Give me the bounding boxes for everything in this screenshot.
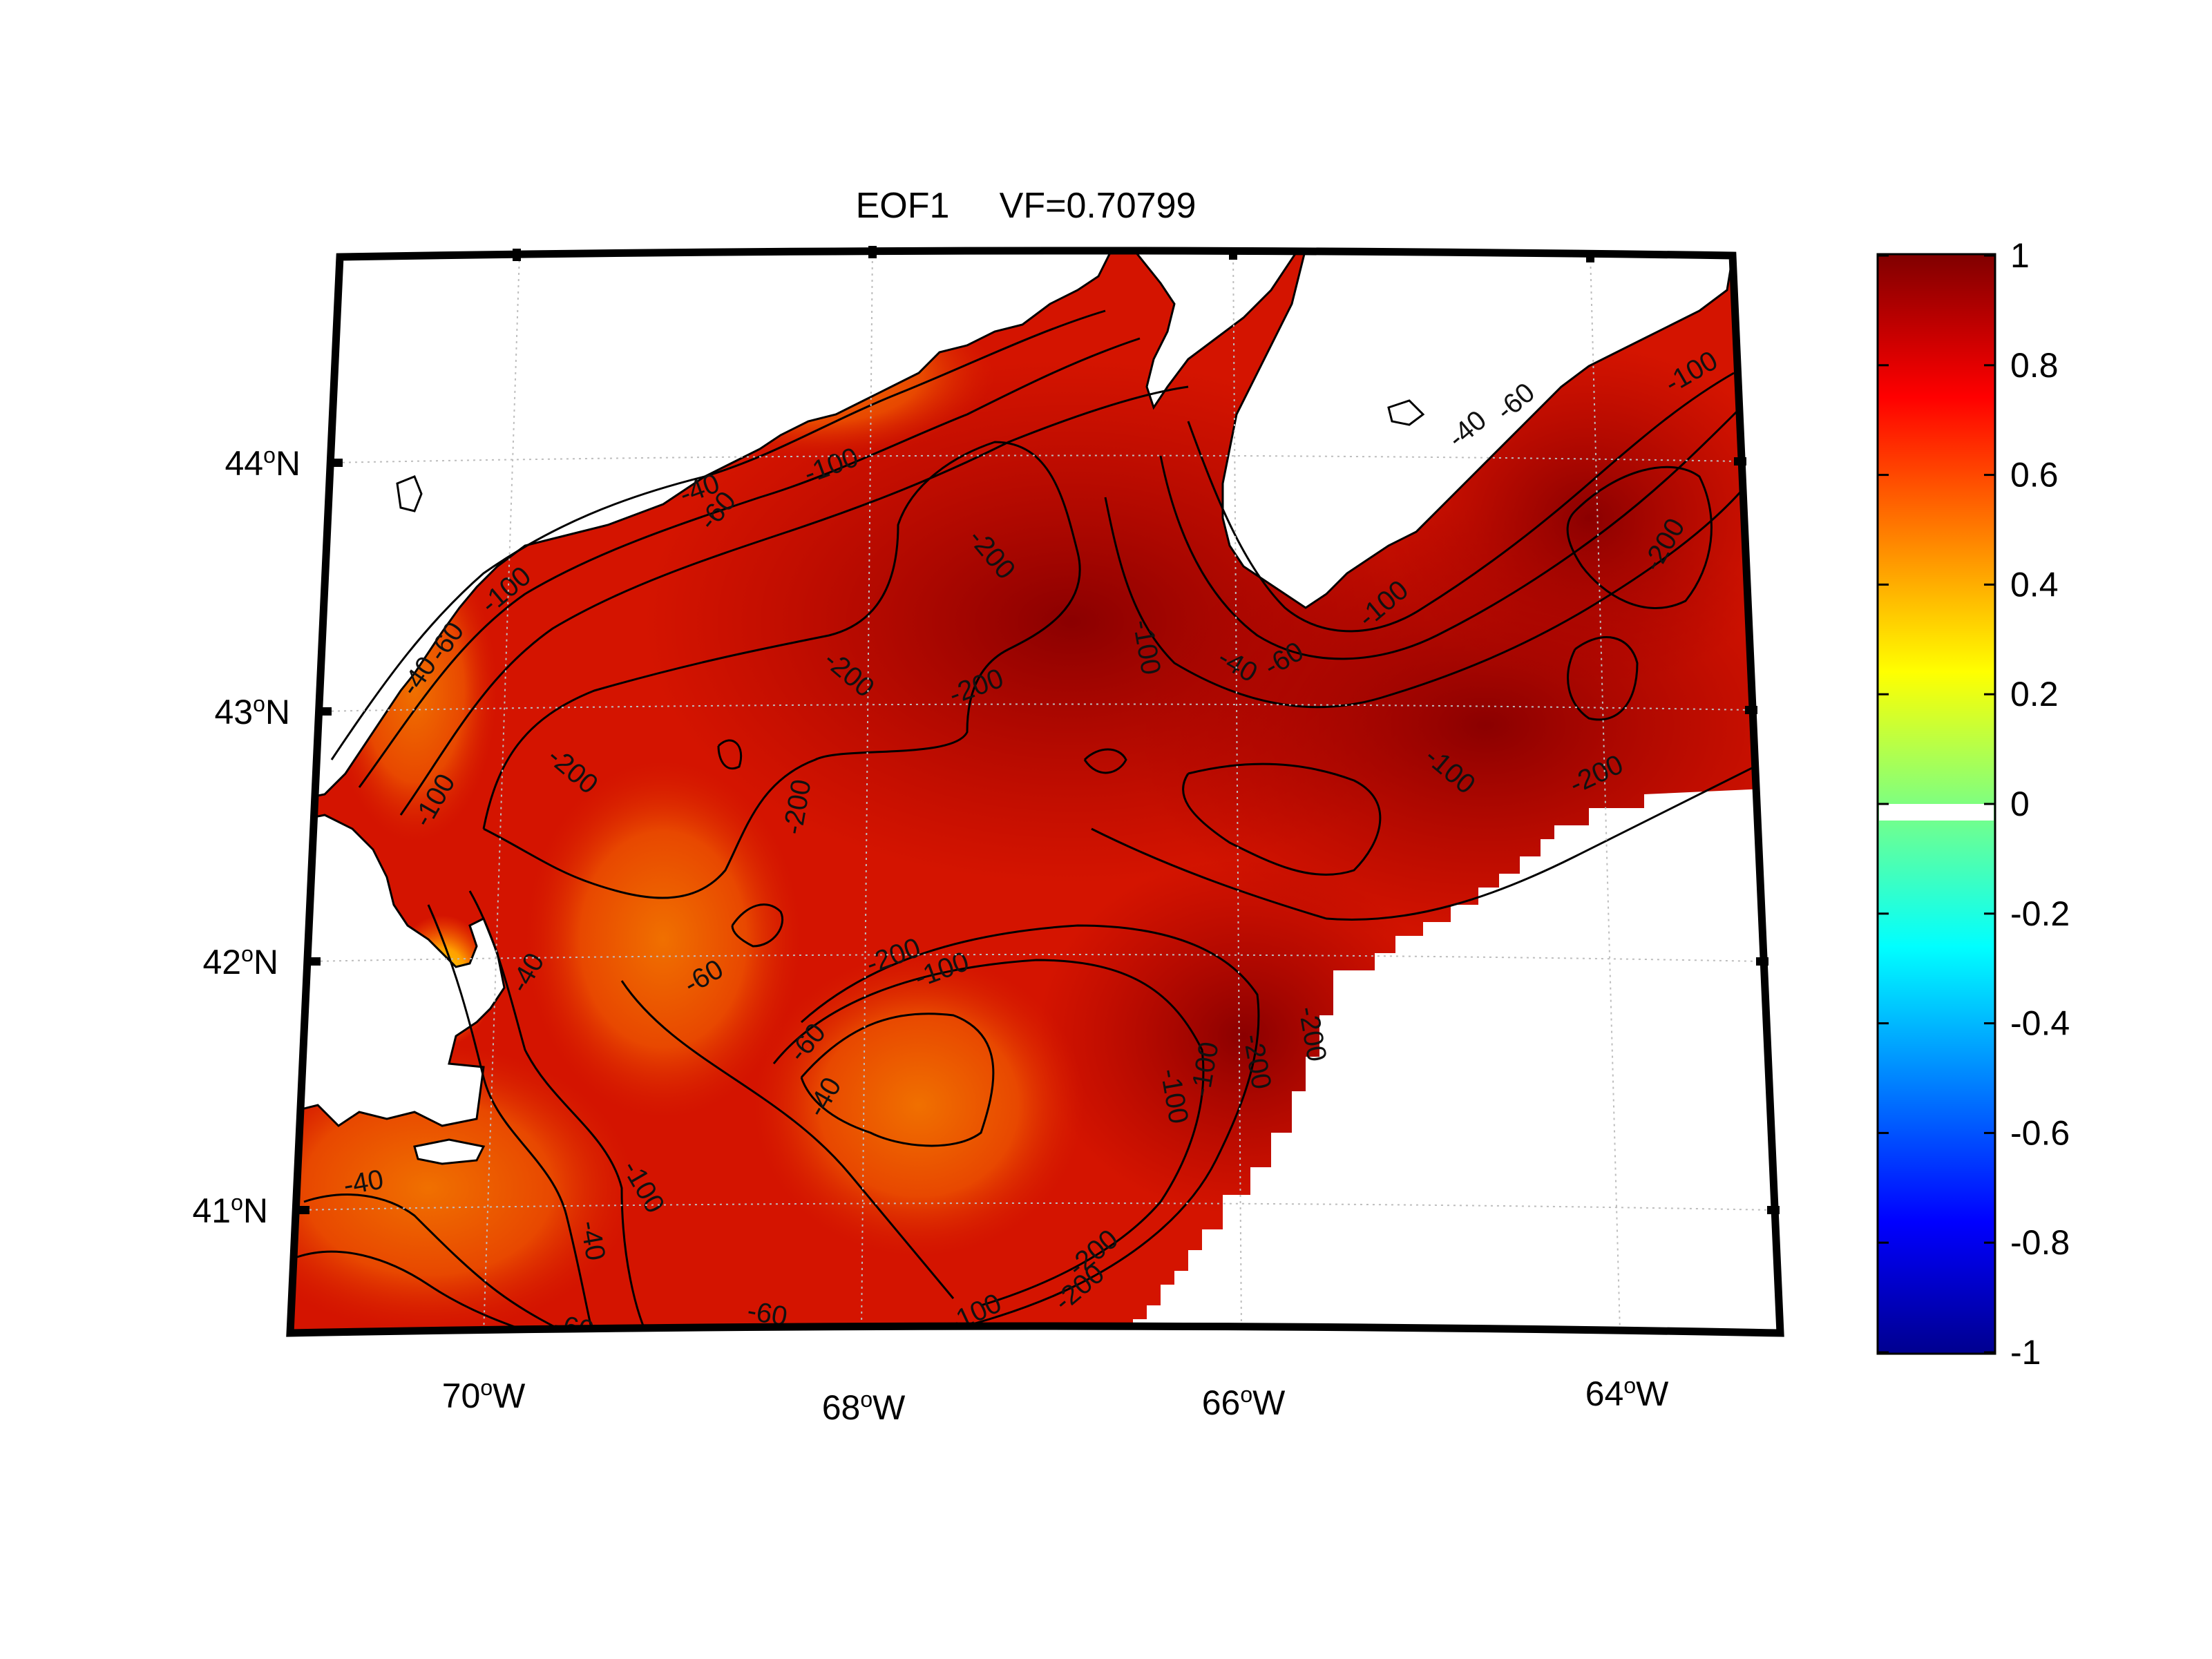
colorbar-tick-label: 0.6 [2010,456,2059,495]
graticule [296,250,1775,1333]
colorbar-tick-label: -1 [2010,1333,2041,1372]
nantucket-island [413,1138,486,1165]
colorbar-tick-label: 1 [2010,236,2030,275]
maine-coast-land [290,250,1114,803]
lon-label-64w: 64oW [1585,1373,1669,1413]
lon-label-68w: 68oW [822,1387,906,1427]
map-title: EOF1 VF=0.70799 [856,186,1196,226]
lon-label-70w: 70oW [442,1375,526,1415]
colorbar-ticks: 1 0.8 0.6 0.4 0.2 0 -0.2 -0.4 -0.6 -0.8 -1 [1878,236,2070,1372]
longitude-labels: 70oW 68oW 66oW 64oW [442,1373,1669,1427]
depth-contours [296,309,1769,1333]
colorbar-tick-label: -0.6 [2010,1113,2070,1152]
colorbar-tick-label: -0.4 [2010,1004,2070,1043]
colorbar-tick-label: 0.8 [2010,346,2059,385]
colorbar-tick-label: 0.2 [2010,675,2059,713]
cape-cod-land [290,814,506,1127]
colorbar-zero-gap [1879,804,1994,821]
field-shading: -40 -60 -100 -200 -40 -60 -100 -200 -200… [290,250,1780,1333]
nova-scotia-land [1221,250,1735,609]
contour-label: -40 [574,1218,611,1263]
contour-label: -40 [341,1164,386,1200]
lat-label-44n: 44oN [225,443,301,483]
lon-label-66w: 66oW [1202,1382,1286,1422]
lat-label-43n: 43oN [214,691,290,731]
deep-ocean-blank [1133,787,1780,1333]
map-frame [286,247,1784,1337]
colorbar: 1 0.8 0.6 0.4 0.2 0 -0.2 -0.4 -0.6 -0.8 -1 [1876,236,2070,1372]
colorbar-tick-label: -0.8 [2010,1223,2070,1262]
colorbar-tick-label: -0.2 [2010,894,2070,933]
new-brunswick-land [1130,250,1301,410]
colorbar-tick-label: 0 [2010,785,2030,823]
frame-ticks [297,246,1780,1214]
map-area: -40 -60 -100 -200 -40 -60 -100 -200 -200… [192,246,1784,1427]
latitude-labels: 44oN 43oN 42oN 41oN [192,443,301,1230]
lat-label-41n: 41oN [192,1190,268,1230]
colorbar-tick-label: 0.4 [2010,565,2059,604]
lat-label-42n: 42oN [202,941,278,981]
nova-scotia-island [1387,399,1425,426]
grand-manan-island [396,475,423,512]
